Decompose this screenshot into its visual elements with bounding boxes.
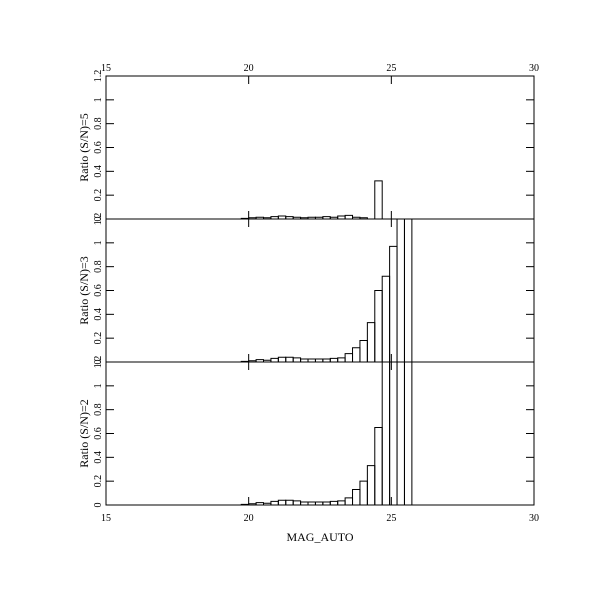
x-tick-label: 20 <box>244 63 254 74</box>
y-tick-label: 1.2 <box>93 70 104 83</box>
x-tick-label: 25 <box>386 63 396 74</box>
histogram <box>240 219 420 362</box>
panel-frame <box>105 75 535 220</box>
histogram-bar <box>381 275 391 362</box>
histogram-bar <box>352 489 361 505</box>
histogram-bar <box>396 219 405 362</box>
y-axis-title: Ratio (S/N)=2 <box>77 399 91 467</box>
y-tick-label: 0.8 <box>93 117 104 129</box>
histogram-bar <box>359 340 368 362</box>
histogram-bar <box>359 217 368 219</box>
y-tick-label: 0.8 <box>93 403 104 416</box>
panel-frame <box>105 361 535 506</box>
y-tick-label: 1.2 <box>93 213 104 226</box>
y-axis-title: Ratio (S/N)=5 <box>77 113 91 181</box>
histogram-bar <box>344 214 354 219</box>
histogram-bar <box>277 499 287 505</box>
histogram-bar <box>329 500 339 505</box>
histogram-bar <box>396 362 405 505</box>
y-tick-label: 0 <box>93 360 104 365</box>
x-tick-label: 30 <box>529 63 539 74</box>
histogram-bar <box>337 357 346 362</box>
histogram-bar <box>366 322 376 362</box>
y-tick-label: 0 <box>93 217 104 222</box>
y-tick-label: 0.6 <box>93 141 104 154</box>
x-tick-label: 15 <box>101 513 111 524</box>
y-tick-label: 0.4 <box>93 165 104 178</box>
y-tick-label: 0.2 <box>93 475 104 488</box>
y-tick-label: 1 <box>93 240 104 245</box>
y-tick-label: 1 <box>93 97 104 102</box>
histogram-bar <box>285 499 294 505</box>
y-tick-label: 0.2 <box>93 332 104 345</box>
histogram <box>240 362 420 505</box>
y-tick-label: 1.2 <box>93 356 104 369</box>
histogram-bar <box>292 357 302 362</box>
histogram-bar <box>359 480 368 505</box>
histogram <box>240 180 420 219</box>
x-tick-label: 15 <box>101 63 111 74</box>
histogram-bar <box>270 500 279 505</box>
x-tick-label: 30 <box>529 513 539 524</box>
panel-frame <box>105 218 535 363</box>
histogram-bar <box>292 500 302 505</box>
histogram-bar <box>344 353 354 362</box>
histogram-bar <box>381 362 391 505</box>
histogram-bar <box>270 357 279 362</box>
histogram-bar <box>374 427 383 505</box>
histogram-bar <box>344 497 354 505</box>
x-tick-label: 20 <box>244 513 254 524</box>
x-tick-label: 25 <box>386 513 396 524</box>
y-tick-label: 0.6 <box>93 284 104 297</box>
histogram-bar <box>374 180 383 219</box>
histogram-bar <box>285 356 294 362</box>
histogram-bar <box>366 465 376 505</box>
x-axis-title: MAG_AUTO <box>286 530 353 544</box>
y-tick-label: 0.4 <box>93 308 104 321</box>
y-tick-label: 1 <box>93 383 104 388</box>
y-axis-title: Ratio (S/N)=3 <box>77 256 91 324</box>
histogram-bar <box>329 357 339 362</box>
histogram-bar <box>403 362 413 505</box>
histogram-bar <box>352 347 361 362</box>
histogram-bar <box>389 362 398 505</box>
histogram-bar <box>374 290 383 362</box>
histogram-bar <box>337 500 346 505</box>
y-tick-label: 0.6 <box>93 427 104 440</box>
y-tick-label: 0.4 <box>93 451 104 464</box>
histogram-bar <box>389 245 398 362</box>
histogram-bar <box>403 219 413 362</box>
histogram-bar <box>277 356 287 362</box>
y-tick-label: 0.2 <box>93 189 104 202</box>
y-tick-label: 0 <box>93 503 104 508</box>
y-tick-label: 0.8 <box>93 260 104 273</box>
